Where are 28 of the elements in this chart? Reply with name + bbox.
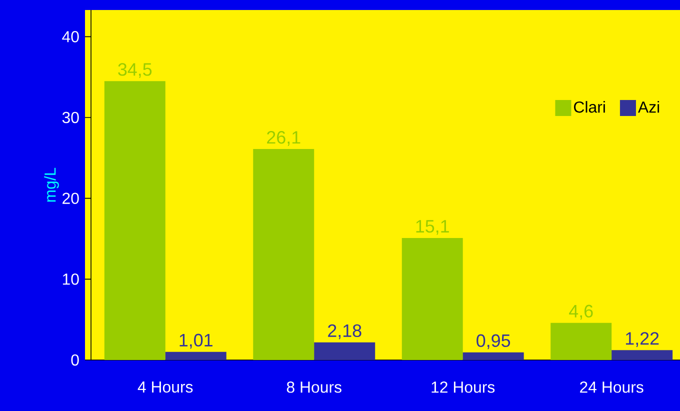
y-tick-label: 20	[62, 192, 79, 204]
data-label: 4,6	[569, 304, 593, 320]
bar	[165, 352, 226, 360]
bar	[462, 352, 524, 360]
legend-label: Azi	[638, 101, 660, 113]
legend-label: Clari	[574, 101, 605, 113]
bar	[104, 81, 166, 360]
y-tick-label: 40	[62, 31, 79, 42]
data-label: 1,01	[180, 334, 212, 349]
x-tick-label: 12 Hours	[432, 382, 495, 393]
bar	[402, 238, 463, 360]
data-label: 0,95	[476, 334, 510, 350]
y-axis-title: mg/L	[44, 168, 59, 202]
bar	[612, 350, 673, 360]
y-tick-label: 0	[71, 354, 79, 366]
x-tick-label: 24 Hours	[580, 382, 644, 393]
data-label: 15,1	[416, 220, 449, 235]
x-tick-label: 4 Hours	[138, 382, 193, 393]
y-tick-label: 30	[62, 112, 79, 124]
x-tick-label: 8 Hours	[286, 382, 342, 393]
bar	[550, 322, 612, 360]
bar	[253, 149, 314, 360]
data-label: 34,5	[118, 63, 152, 78]
data-label: 26,1	[267, 131, 300, 146]
bar	[314, 342, 376, 360]
y-tick-label: 10	[62, 274, 79, 285]
data-label: 1,22	[626, 332, 659, 347]
data-label: 2,18	[328, 324, 362, 340]
